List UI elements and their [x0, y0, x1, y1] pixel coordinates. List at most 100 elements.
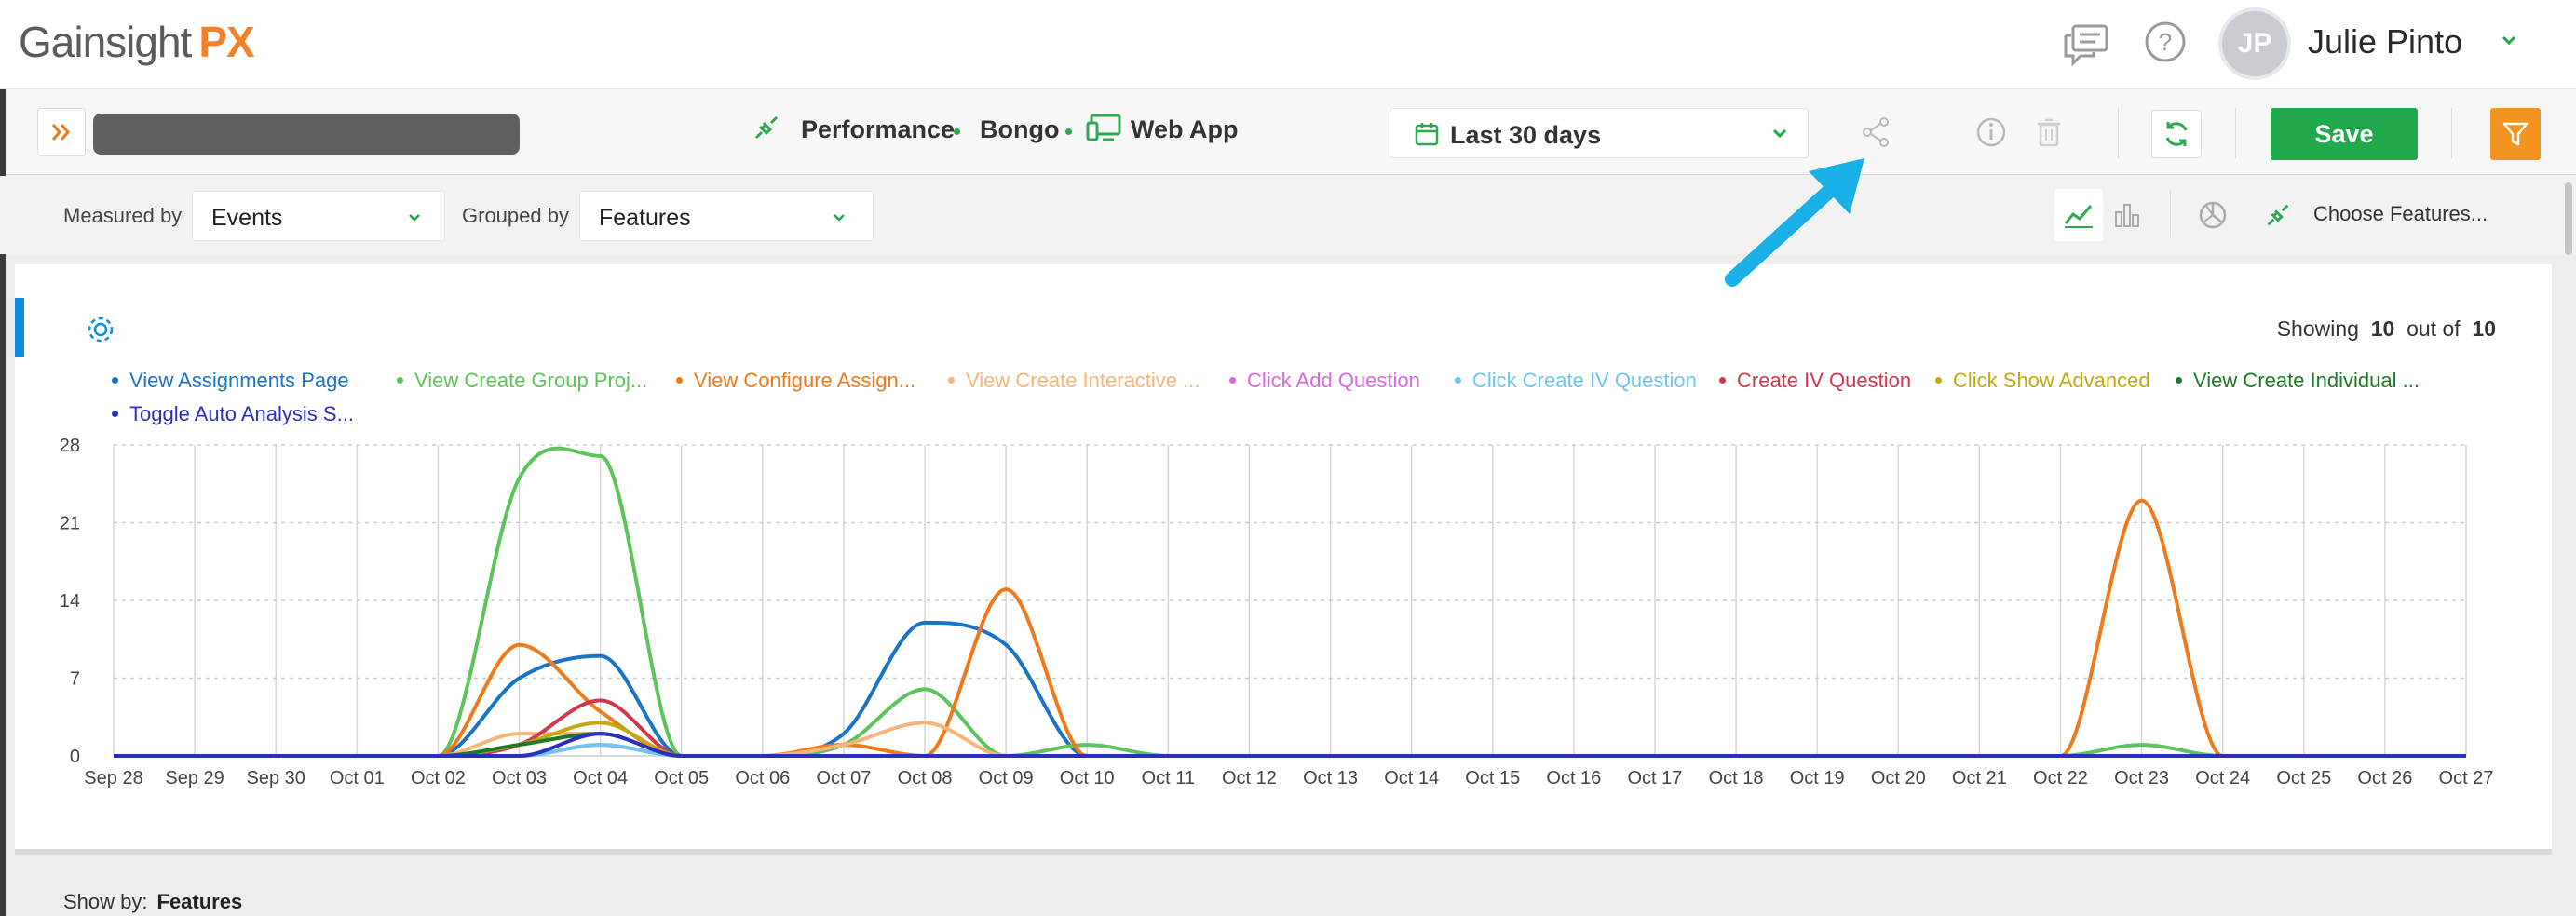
chat-icon[interactable]	[2060, 22, 2110, 67]
x-tick-label: Oct 01	[330, 768, 385, 788]
breadcrumb-performance: Performance	[801, 115, 956, 143]
legend-item[interactable]: View Create Interactive ...	[948, 369, 1200, 393]
chevron-down-icon[interactable]	[2496, 28, 2522, 54]
refresh-button[interactable]	[2151, 110, 2202, 158]
double-chevron-right-icon	[51, 124, 70, 141]
chevron-down-icon	[1772, 128, 1787, 139]
gear-icon[interactable]	[84, 313, 117, 346]
x-tick-label: Oct 25	[2276, 768, 2331, 788]
legend-item[interactable]: View Create Individual ...	[2176, 369, 2420, 393]
save-button[interactable]: Save	[2271, 108, 2418, 160]
legend-label: Toggle Auto Analysis S...	[129, 402, 354, 425]
legend-item[interactable]: Click Create IV Question	[1455, 369, 1697, 393]
x-tick-label: Oct 19	[1790, 768, 1845, 788]
x-tick-label: Oct 03	[492, 768, 547, 788]
user-name[interactable]: Julie Pinto	[2308, 22, 2463, 61]
legend-item[interactable]: View Configure Assign...	[676, 369, 915, 393]
legend-marker	[948, 376, 955, 384]
legend-item[interactable]: View Create Group Proj...	[397, 369, 647, 393]
share-icon[interactable]	[1853, 110, 1898, 155]
line-chart: 0 7 14 21 28 Sep 28 Sep 29 Sep 30 Oct 01 Oct 02 Oc…	[60, 436, 2494, 788]
web-app-icon	[1086, 114, 1121, 141]
x-tick-label: Oct 02	[411, 768, 466, 788]
x-tick-label: Oct 05	[654, 768, 709, 788]
x-tick-label: Oct 21	[1952, 768, 2007, 788]
measured-by-value: Events	[211, 205, 283, 231]
show-by: Show by: Features	[63, 890, 242, 914]
refresh-icon	[2165, 122, 2188, 146]
filter-button[interactable]	[2490, 108, 2541, 160]
series-line	[114, 498, 2466, 758]
x-tick-label: Oct 12	[1222, 768, 1277, 788]
breadcrumb-web-app: Web App	[1131, 115, 1239, 143]
top-bar: Gainsight PX ? JP Julie Pinto	[0, 0, 2576, 89]
x-tick-label: Oct 06	[735, 768, 790, 788]
legend-label: View Create Individual ...	[2193, 369, 2420, 392]
chevron-down-icon	[834, 214, 845, 222]
x-tick-label: Oct 10	[1060, 768, 1115, 788]
measure-controls: Measured by Events Grouped by Features	[0, 176, 2576, 254]
legend-item[interactable]: Toggle Auto Analysis S...	[112, 402, 354, 426]
x-tick-label: Oct 15	[1465, 768, 1520, 788]
x-tick-label: Oct 20	[1871, 768, 1926, 788]
left-edge-bar	[0, 89, 6, 916]
legend-marker	[1719, 376, 1726, 384]
x-tick-label: Oct 08	[898, 768, 953, 788]
show-by-value[interactable]: Features	[156, 890, 243, 913]
legend-marker	[397, 376, 403, 384]
x-tick-label: Oct 23	[2114, 768, 2169, 788]
x-tick-label: Oct 11	[1142, 768, 1195, 788]
help-icon[interactable]: ?	[2144, 20, 2187, 63]
legend-marker	[112, 376, 118, 384]
measured-by-label: Measured by	[63, 204, 183, 227]
x-tick-label: Oct 27	[2439, 768, 2494, 788]
feature-plug-icon	[754, 115, 779, 140]
info-icon[interactable]	[1969, 110, 2013, 155]
toolbar-divider	[2170, 191, 2171, 237]
showing-count: Showing 10 out of 10	[2276, 317, 2496, 341]
y-tick-label: 7	[70, 669, 80, 690]
trash-icon[interactable]	[2027, 110, 2071, 155]
date-range-select[interactable]: Last 30 days	[1390, 108, 1809, 158]
x-tick-label: Oct 16	[1546, 768, 1601, 788]
legend-marker	[1229, 376, 1236, 384]
legend-label: Click Show Advanced	[1953, 369, 2150, 392]
date-range-value: Last 30 days	[1450, 121, 1602, 149]
app-logo[interactable]: Gainsight PX	[19, 18, 255, 66]
x-tick-label: Oct 09	[979, 768, 1034, 788]
card-accent-bar	[15, 298, 24, 357]
x-tick-label: Sep 28	[84, 768, 142, 788]
report-name-field[interactable]	[93, 114, 520, 155]
grouped-by-select[interactable]: Features	[579, 191, 874, 241]
grouped-by-label: Grouped by	[462, 204, 569, 227]
y-tick-label: 0	[70, 747, 80, 767]
line-chart-view-button[interactable]	[2054, 189, 2103, 241]
breadcrumb-separator	[954, 128, 960, 135]
scrollbar-thumb[interactable]	[2565, 182, 2572, 255]
legend-label: View Create Group Proj...	[414, 369, 648, 392]
bar-chart-icon	[2115, 204, 2139, 227]
expand-panel-button[interactable]	[37, 108, 86, 156]
pie-chart-icon[interactable]	[2190, 193, 2235, 237]
legend-label: View Configure Assign...	[694, 369, 916, 392]
legend-label: Click Add Question	[1247, 369, 1420, 392]
legend-item[interactable]: Click Show Advanced	[1935, 369, 2150, 393]
choose-features-link[interactable]: Choose Features...	[2313, 202, 2488, 225]
bar-chart-view-button[interactable]	[2103, 189, 2151, 241]
grouped-by-value: Features	[599, 205, 691, 231]
measured-by-select[interactable]: Events	[192, 191, 445, 241]
legend-marker	[2176, 376, 2182, 384]
svg-text:?: ?	[2159, 28, 2172, 56]
legend-item[interactable]: View Assignments Page	[112, 369, 349, 393]
avatar[interactable]: JP	[2218, 7, 2291, 80]
legend-marker	[1935, 376, 1942, 384]
breadcrumb-bongo: Bongo	[980, 115, 1060, 143]
legend-item[interactable]: Create IV Question	[1719, 369, 1911, 393]
series-line	[114, 732, 2466, 758]
x-tick-label: Sep 30	[247, 768, 305, 788]
y-tick-label: 28	[60, 436, 80, 456]
legend-marker	[112, 410, 118, 417]
feature-plug-icon[interactable]	[2256, 193, 2300, 237]
legend-item[interactable]: Click Add Question	[1229, 369, 1420, 393]
breadcrumb-separator	[1065, 128, 1072, 135]
